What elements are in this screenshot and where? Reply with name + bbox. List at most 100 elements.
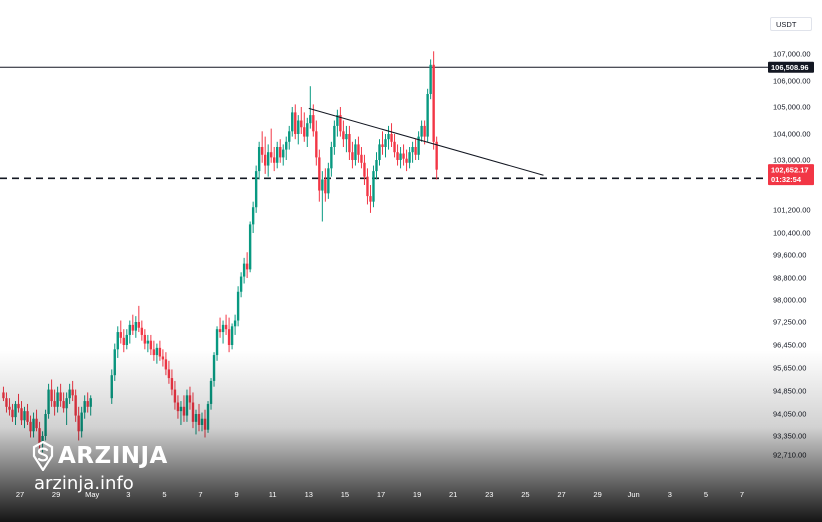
candle-body	[321, 179, 324, 191]
candle	[146, 334, 150, 353]
candle-body	[263, 154, 267, 166]
candle	[432, 51, 435, 150]
candle-body	[396, 152, 399, 160]
candle	[357, 136, 360, 163]
candle	[426, 88, 429, 142]
currency-selector[interactable]: USDT	[770, 17, 812, 31]
candle	[414, 139, 417, 160]
y-axis-tick-label: 105,000.00	[773, 103, 811, 112]
candle	[282, 144, 285, 166]
x-axis-tick-label: 23	[485, 490, 493, 499]
last-price-tag-text: 102,652.17	[771, 165, 809, 174]
trend-line	[308, 107, 544, 176]
candle-body	[254, 171, 258, 208]
x-axis-tick-label: 5	[704, 490, 708, 499]
resistance-price-tag-text: 106,508.96	[771, 63, 809, 72]
y-axis-tick-label: 107,000.00	[773, 50, 811, 59]
candle-body	[146, 340, 150, 344]
candle-body	[242, 263, 246, 277]
candle	[378, 139, 381, 166]
candle-body	[426, 94, 429, 137]
candle-body	[221, 324, 225, 333]
candle-body	[297, 120, 300, 134]
x-axis-tick-label: Jun	[628, 490, 640, 499]
candle-body	[399, 153, 402, 160]
candle	[221, 320, 225, 344]
candle	[131, 314, 135, 335]
candle-body	[312, 115, 315, 132]
candle	[330, 141, 333, 177]
brand-website: arzinja.info	[34, 473, 134, 494]
candle	[372, 165, 375, 208]
x-axis-tick-label: 3	[668, 490, 672, 499]
candle-body	[387, 134, 390, 140]
candle	[405, 149, 408, 172]
candle	[387, 125, 390, 150]
candle	[375, 152, 378, 180]
candle-body	[224, 324, 228, 330]
candle	[360, 147, 363, 169]
candle	[285, 136, 288, 160]
candle-body	[291, 112, 294, 132]
candle	[369, 185, 372, 213]
candle	[303, 112, 306, 142]
candle-body	[348, 134, 351, 153]
candle	[257, 141, 261, 180]
candle	[242, 257, 246, 284]
candle-body	[429, 64, 432, 94]
candle	[122, 329, 125, 353]
candle-body	[309, 115, 312, 124]
candle-body	[273, 157, 276, 163]
candle-body	[125, 334, 128, 345]
candle-body	[336, 115, 339, 126]
candle	[315, 120, 318, 166]
candle	[417, 131, 420, 160]
x-axis-tick-label: 25	[521, 490, 529, 499]
candle-body	[435, 141, 438, 170]
candle	[254, 165, 258, 213]
y-axis-tick-label: 103,000.00	[773, 156, 811, 165]
candle	[411, 141, 414, 163]
candle	[423, 120, 426, 145]
y-axis-tick-label: 99,600.00	[773, 251, 806, 260]
x-axis-tick-label: 13	[305, 490, 313, 499]
candle-body	[116, 332, 119, 350]
candle	[429, 59, 432, 100]
y-axis-tick-label: 97,250.00	[773, 318, 806, 327]
candle-body	[324, 179, 327, 194]
candle	[321, 171, 324, 222]
candle-body	[417, 136, 420, 155]
candle-body	[239, 276, 243, 292]
candle-body	[420, 125, 423, 137]
x-axis-tick-label: 29	[593, 490, 601, 499]
candle-body	[378, 144, 381, 160]
candle-body	[218, 329, 222, 333]
candle-body	[300, 120, 303, 128]
candle-body	[333, 125, 336, 147]
candle	[420, 120, 423, 142]
candle-body	[227, 329, 231, 345]
resistance-price-tag-box	[768, 61, 814, 73]
candle-body	[236, 291, 240, 321]
candle-body	[245, 263, 249, 270]
x-axis-tick-label: 11	[269, 490, 277, 499]
candle	[366, 168, 369, 205]
x-axis-tick-label: 5	[162, 490, 166, 499]
x-axis-tick-label: 3	[126, 490, 130, 499]
candle-body	[266, 152, 270, 166]
candle-body	[345, 134, 348, 140]
candle	[396, 144, 399, 166]
candle-body	[233, 320, 237, 327]
candle	[224, 314, 228, 335]
x-axis-tick-label: 29	[52, 490, 60, 499]
candle-body	[393, 141, 396, 153]
y-axis-tick-label: 106,000.00	[773, 77, 811, 86]
candle	[119, 320, 122, 344]
candle	[297, 115, 300, 145]
candle	[218, 317, 222, 338]
candle-body	[306, 123, 309, 137]
y-axis-tick-label: 104,000.00	[773, 130, 811, 139]
candle	[137, 305, 141, 333]
